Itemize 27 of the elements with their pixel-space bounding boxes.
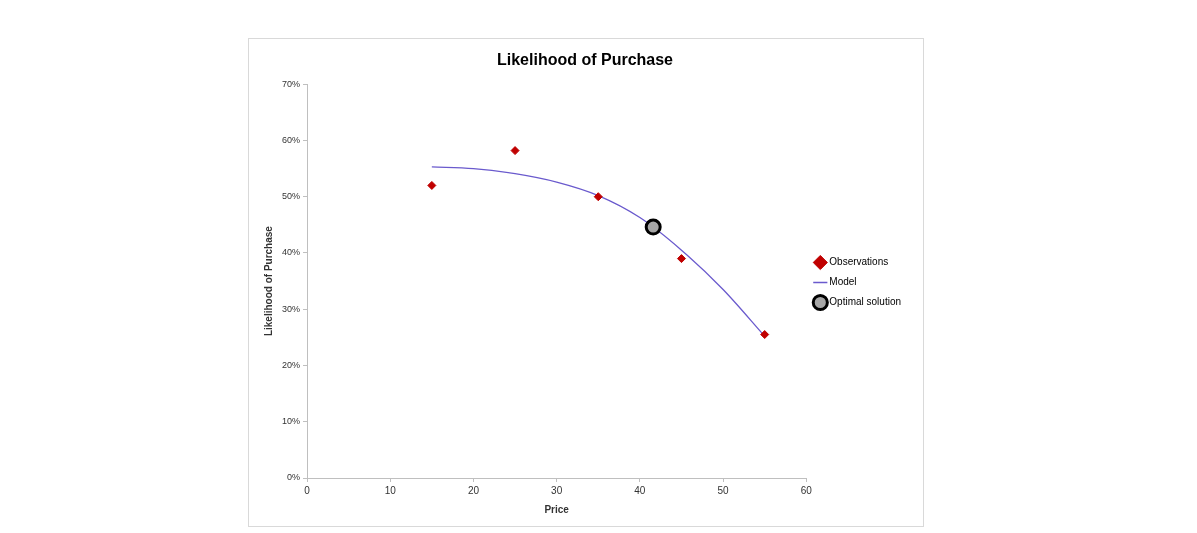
x-tick-label: 10 [384,484,397,496]
point [510,146,520,156]
x-tick-label: 60 [800,484,813,496]
y-tick-label: 10% [282,416,301,427]
y-tick-label: 60% [282,134,301,145]
point [644,218,662,236]
y-tick-label: 0% [287,472,301,483]
x-tick-label: 30 [551,484,563,496]
x-tick-label: 50 [717,484,730,496]
y-tick-label: 30% [282,303,301,314]
chart-title: Likelihood of Purchase [496,51,674,69]
point [676,254,686,264]
y-axis-title: Likelihood of Purchase [262,225,274,337]
x-tick-label: 40 [634,484,646,496]
legend-label: Optimal solution [829,296,901,308]
y-tick-label: 40% [282,247,301,258]
x-tick-label: 20 [467,484,480,496]
y-tick-label: 20% [282,359,301,370]
x-tick-label: 0 [304,484,311,496]
point [427,180,437,190]
legend-label: Observations [829,256,889,268]
y-tick-label: 50% [282,191,301,202]
point [593,192,603,202]
x-axis-title: Price [544,503,570,515]
y-tick-label: 70% [282,78,301,89]
point [760,330,770,340]
legend-label: Model [829,276,857,288]
